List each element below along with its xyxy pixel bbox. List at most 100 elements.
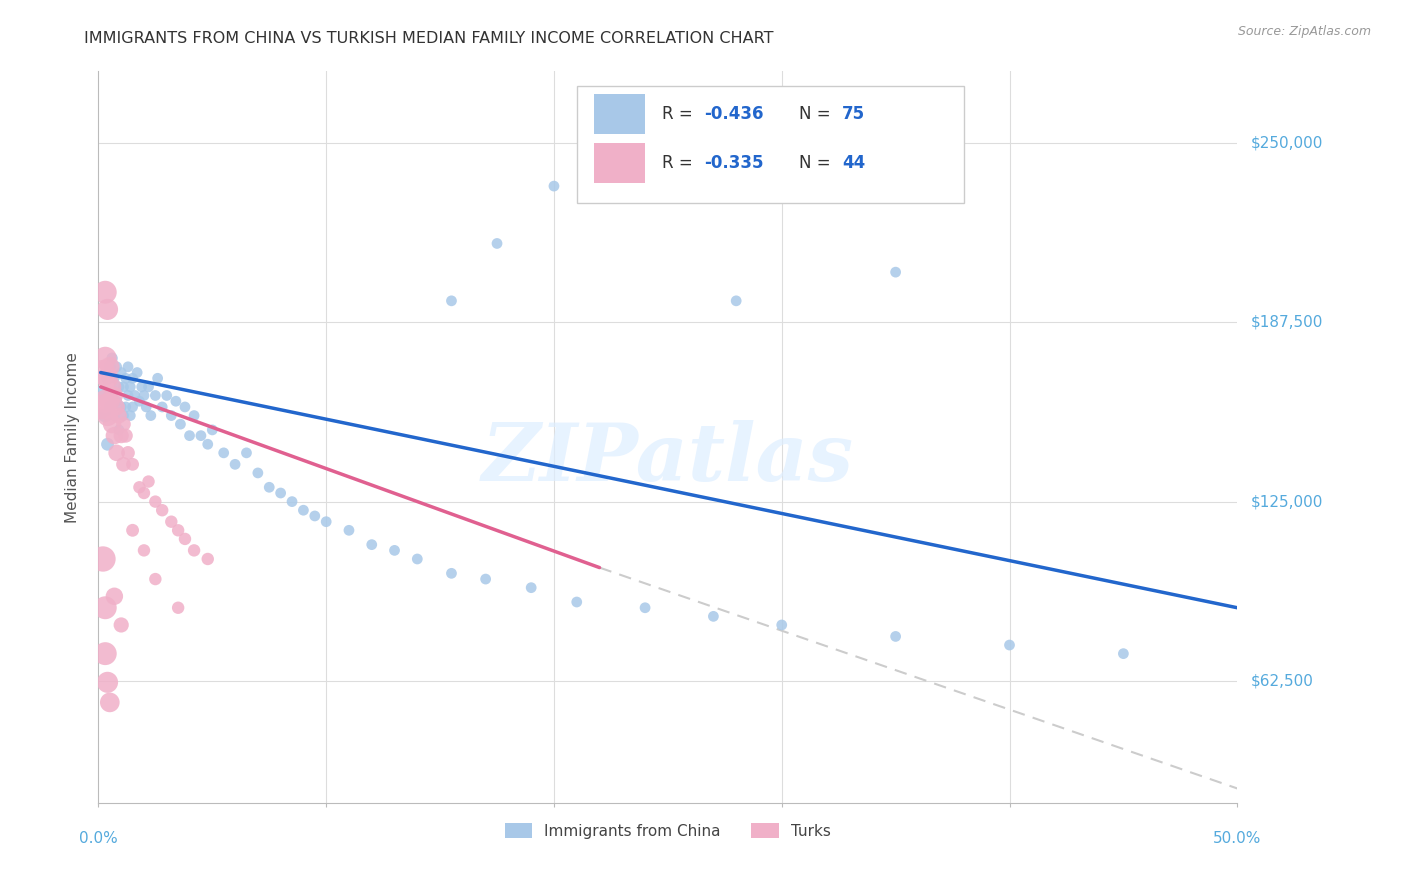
Point: [360, 538, 382, 552]
Point: [235, 446, 257, 460]
Point: [110, 618, 132, 632]
Text: $125,000: $125,000: [1251, 494, 1323, 509]
Point: [105, 446, 128, 460]
Point: [94, 285, 117, 300]
Point: [246, 466, 269, 480]
Point: [145, 494, 167, 508]
Point: [138, 475, 160, 489]
Text: $187,500: $187,500: [1251, 315, 1323, 330]
Point: [165, 394, 187, 409]
Point: [132, 543, 155, 558]
Point: [139, 409, 162, 423]
Point: [108, 409, 131, 423]
FancyBboxPatch shape: [593, 143, 645, 183]
Point: [101, 388, 124, 402]
Point: [197, 552, 219, 566]
Point: [120, 409, 142, 423]
Point: [108, 380, 131, 394]
Point: [127, 366, 149, 380]
Point: [94, 647, 117, 661]
Text: 0.0%: 0.0%: [79, 830, 118, 846]
Point: [103, 428, 125, 442]
Point: [96, 371, 118, 385]
Text: 75: 75: [842, 104, 865, 123]
Point: [150, 503, 173, 517]
Text: 50.0%: 50.0%: [1213, 830, 1261, 846]
Point: [440, 566, 463, 581]
Point: [110, 400, 132, 414]
Point: [101, 351, 124, 366]
Point: [103, 409, 125, 423]
Point: [179, 428, 201, 442]
Point: [884, 629, 907, 643]
Point: [146, 371, 169, 385]
Point: [98, 359, 121, 374]
Point: [108, 423, 131, 437]
Point: [117, 446, 139, 460]
Point: [1112, 647, 1135, 661]
Point: [98, 695, 121, 709]
Point: [98, 359, 121, 374]
Point: [190, 428, 212, 442]
Point: [543, 179, 565, 194]
Point: [114, 428, 136, 442]
Point: [117, 388, 139, 402]
Point: [96, 437, 118, 451]
Point: [105, 400, 128, 414]
Point: [94, 394, 117, 409]
Point: [120, 380, 142, 394]
Text: $250,000: $250,000: [1251, 136, 1323, 151]
Point: [128, 480, 150, 494]
Point: [114, 371, 136, 385]
Point: [112, 458, 135, 472]
FancyBboxPatch shape: [576, 86, 965, 203]
Point: [110, 428, 132, 442]
Point: [884, 265, 907, 279]
Point: [259, 480, 281, 494]
Text: N =: N =: [799, 153, 835, 172]
Text: R =: R =: [662, 104, 699, 123]
Point: [98, 400, 121, 414]
Point: [121, 371, 143, 385]
Text: $62,500: $62,500: [1251, 673, 1315, 689]
Point: [121, 400, 143, 414]
Point: [103, 388, 125, 402]
Point: [150, 400, 173, 414]
Point: [384, 543, 406, 558]
Point: [183, 409, 205, 423]
Point: [337, 524, 360, 538]
Point: [121, 524, 143, 538]
Text: R =: R =: [662, 153, 699, 172]
Text: IMMIGRANTS FROM CHINA VS TURKISH MEDIAN FAMILY INCOME CORRELATION CHART: IMMIGRANTS FROM CHINA VS TURKISH MEDIAN …: [84, 31, 773, 46]
Point: [474, 572, 496, 586]
Point: [105, 359, 128, 374]
Text: Source: ZipAtlas.com: Source: ZipAtlas.com: [1237, 25, 1371, 38]
Point: [96, 409, 118, 423]
Point: [565, 595, 588, 609]
Legend: Immigrants from China, Turks: Immigrants from China, Turks: [498, 815, 838, 847]
Point: [112, 380, 135, 394]
Point: [201, 423, 224, 437]
Point: [212, 446, 235, 460]
Point: [128, 394, 150, 409]
Point: [725, 293, 748, 308]
Point: [174, 400, 197, 414]
Point: [135, 400, 157, 414]
Point: [98, 394, 121, 409]
Point: [998, 638, 1021, 652]
Point: [94, 600, 117, 615]
Y-axis label: Median Family Income: Median Family Income: [65, 351, 80, 523]
Text: ZIPatlas: ZIPatlas: [482, 420, 853, 498]
Point: [315, 515, 337, 529]
Point: [117, 359, 139, 374]
Point: [91, 385, 114, 400]
Point: [270, 486, 292, 500]
Point: [132, 486, 155, 500]
Point: [91, 552, 114, 566]
Point: [406, 552, 429, 566]
Point: [156, 388, 179, 402]
Point: [174, 532, 197, 546]
Point: [292, 503, 315, 517]
Point: [160, 515, 183, 529]
Point: [103, 589, 125, 603]
